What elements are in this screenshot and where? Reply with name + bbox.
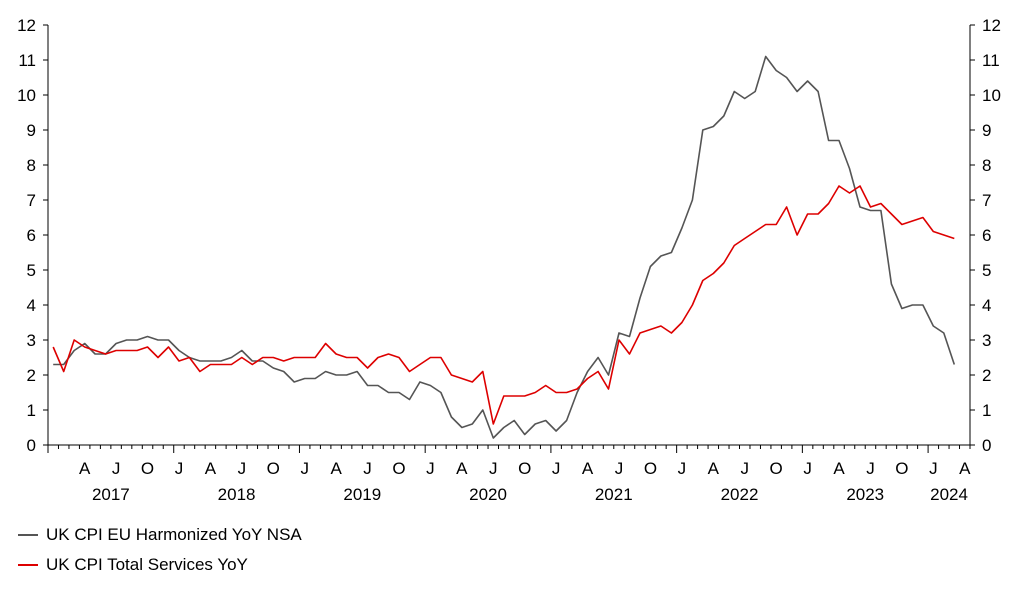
series-lines — [52, 55, 956, 439]
y-tick-label-left: 9 — [27, 121, 36, 140]
y-tick-label-right: 1 — [982, 401, 991, 420]
x-month-label: O — [895, 459, 908, 478]
x-month-label: J — [489, 459, 498, 478]
y-tick-label-right: 3 — [982, 331, 991, 350]
y-tick-label-left: 6 — [27, 226, 36, 245]
x-month-label: A — [833, 459, 845, 478]
x-year-label: 2023 — [846, 485, 884, 504]
legend-item-hicp: UK CPI EU Harmonized YoY NSA — [18, 520, 302, 550]
chart-axes — [47, 25, 971, 446]
y-tick-label-left: 10 — [17, 86, 36, 105]
x-month-label: A — [205, 459, 217, 478]
x-month-label: J — [678, 459, 687, 478]
x-month-label: A — [582, 459, 594, 478]
legend-item-services: UK CPI Total Services YoY — [18, 550, 302, 580]
y-tick-label-right: 0 — [982, 436, 991, 455]
y-tick-label-left: 12 — [17, 16, 36, 35]
x-month-label: J — [929, 459, 938, 478]
x-month-label: J — [740, 459, 749, 478]
y-tick-label-right: 8 — [982, 156, 991, 175]
legend-swatch-services — [18, 564, 38, 566]
x-month-label: J — [803, 459, 812, 478]
x-year-label: 2024 — [930, 485, 968, 504]
x-month-label: J — [238, 459, 247, 478]
x-month-label: A — [959, 459, 971, 478]
x-month-label: O — [770, 459, 783, 478]
x-month-label: J — [426, 459, 435, 478]
y-tick-label-right: 5 — [982, 261, 991, 280]
x-month-label: J — [175, 459, 184, 478]
y-tick-label-left: 1 — [27, 401, 36, 420]
y-tick-label-left: 3 — [27, 331, 36, 350]
y-tick-label-left: 4 — [27, 296, 36, 315]
legend: UK CPI EU Harmonized YoY NSA UK CPI Tota… — [18, 520, 302, 580]
y-tick-label-right: 10 — [982, 86, 1001, 105]
y-tick-label-right: 6 — [982, 226, 991, 245]
x-month-label: A — [708, 459, 720, 478]
y-tick-label-right: 7 — [982, 191, 991, 210]
y-tick-label-left: 7 — [27, 191, 36, 210]
x-month-label: J — [363, 459, 372, 478]
x-year-label: 2017 — [92, 485, 130, 504]
series-line-hicp — [53, 55, 956, 439]
x-month-label: J — [552, 459, 561, 478]
y-tick-label-right: 11 — [982, 51, 1000, 70]
y-tick-label-left: 8 — [27, 156, 36, 175]
x-month-label: A — [330, 459, 342, 478]
legend-label-hicp: UK CPI EU Harmonized YoY NSA — [46, 525, 302, 544]
y-tick-label-right: 12 — [982, 16, 1001, 35]
x-month-label: O — [644, 459, 657, 478]
legend-label-services: UK CPI Total Services YoY — [46, 555, 248, 574]
y-tick-label-left: 11 — [18, 51, 36, 70]
x-month-label: J — [866, 459, 875, 478]
x-year-label: 2019 — [343, 485, 381, 504]
y-tick-label-right: 2 — [982, 366, 991, 385]
x-month-label: O — [392, 459, 405, 478]
x-month-label: O — [518, 459, 531, 478]
y-tick-label-right: 4 — [982, 296, 991, 315]
y-tick-label-right: 9 — [982, 121, 991, 140]
y-tick-label-left: 2 — [27, 366, 36, 385]
y-tick-label-left: 5 — [27, 261, 36, 280]
x-year-label: 2018 — [218, 485, 256, 504]
x-month-label: J — [112, 459, 121, 478]
x-month-label: J — [615, 459, 624, 478]
x-month-label: O — [267, 459, 280, 478]
x-year-label: 2022 — [721, 485, 759, 504]
legend-swatch-hicp — [18, 534, 38, 536]
x-year-label: 2020 — [469, 485, 507, 504]
x-month-label: A — [456, 459, 468, 478]
x-month-label: A — [79, 459, 91, 478]
y-tick-label-left: 0 — [27, 436, 36, 455]
x-month-label: O — [141, 459, 154, 478]
series-line-services — [52, 185, 955, 425]
x-year-label: 2021 — [595, 485, 633, 504]
x-month-label: J — [300, 459, 309, 478]
